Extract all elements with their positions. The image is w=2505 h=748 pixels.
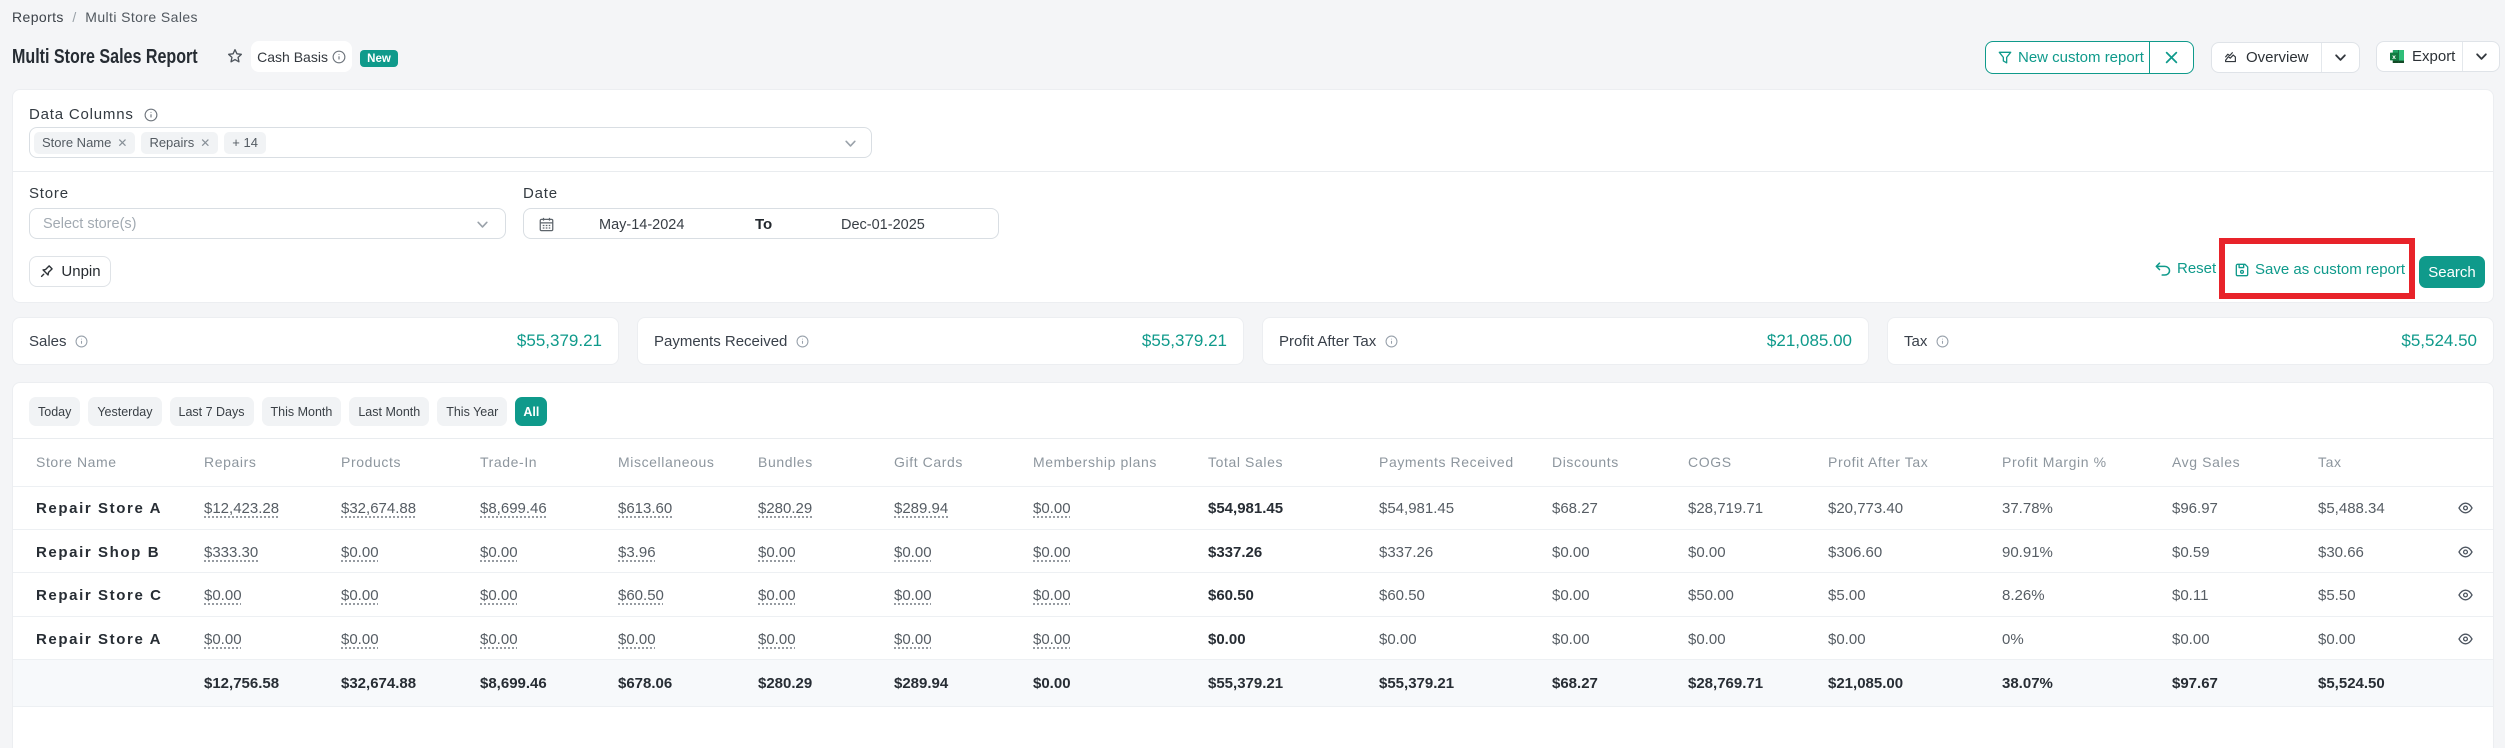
svg-text:x: x [2392,54,2396,61]
